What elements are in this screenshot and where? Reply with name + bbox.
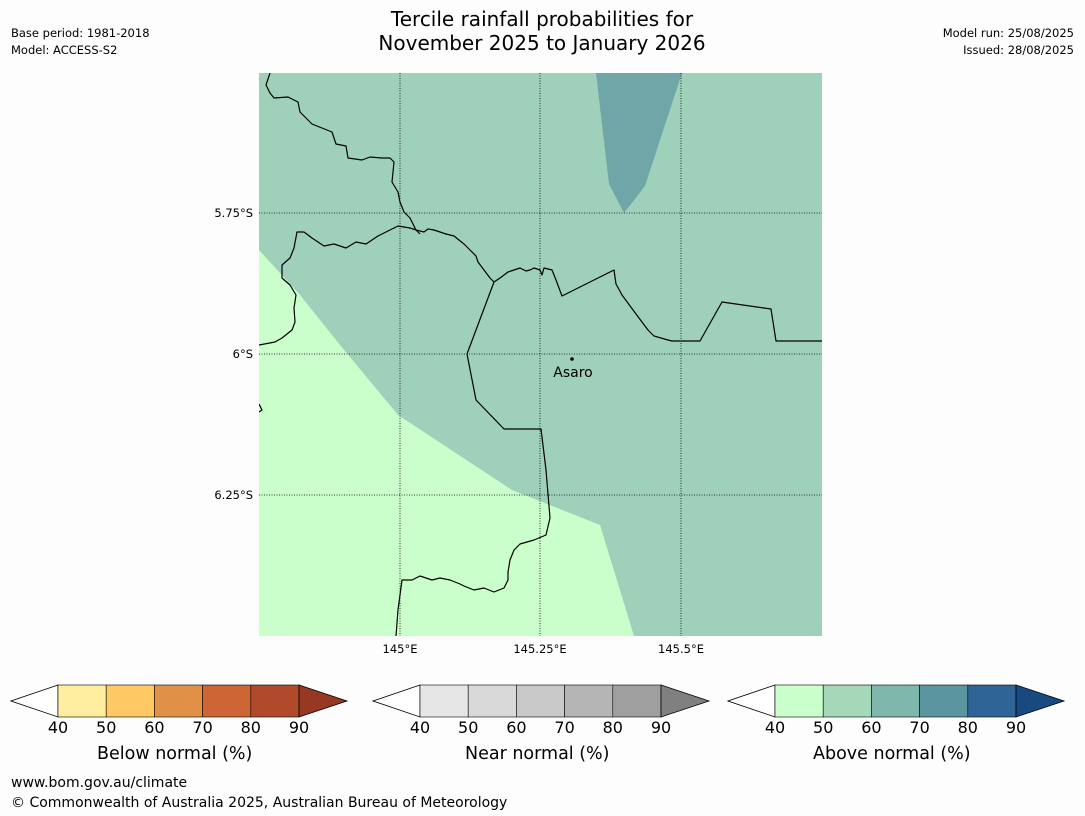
lon-label-3: 145.5°E bbox=[658, 642, 704, 656]
cb-near-tick-90: 90 bbox=[650, 718, 672, 737]
metadata-left: Base period: 1981-2018 Model: ACCESS-S2 bbox=[11, 25, 150, 59]
colorbar-near-segment-80 bbox=[612, 684, 662, 718]
footer-url: www.bom.gov.au/climate bbox=[11, 775, 188, 791]
map: Asaro 5.75°S 6°S 6.25°S 145°E 145.25°E 1… bbox=[214, 73, 822, 656]
colorbar-near-segment-60 bbox=[516, 684, 565, 718]
cb-below-tick-80: 80 bbox=[240, 718, 261, 737]
colorbar-above-segment-40 bbox=[774, 684, 824, 718]
colorbar-below-segment-40 bbox=[57, 684, 107, 718]
colorbar-above-segment-50 bbox=[822, 684, 872, 718]
cb-below-tick-40: 40 bbox=[47, 718, 69, 737]
cb-above-tick-60: 60 bbox=[861, 718, 882, 737]
lat-label-2: 6°S bbox=[233, 347, 253, 361]
cb-near-tick-60: 60 bbox=[506, 718, 527, 737]
colorbar-above-normal-label: Above normal (%) bbox=[813, 744, 971, 764]
colorbar-near-segment-40 bbox=[419, 684, 469, 718]
issued-text: Issued: 28/08/2025 bbox=[963, 43, 1074, 57]
place-marker bbox=[570, 357, 574, 361]
boundaries bbox=[259, 73, 822, 636]
boundary-south bbox=[395, 281, 551, 636]
lat-label-1: 5.75°S bbox=[214, 206, 253, 220]
colorbar-near-segment-70 bbox=[564, 684, 614, 718]
colorbar-near-normal-bar bbox=[372, 684, 711, 718]
colorbar-above-normal: 40 50 60 70 80 90 Above normal (%) bbox=[727, 680, 1067, 770]
colorbar-near-segment-50 bbox=[467, 684, 517, 718]
colorbar-below-segment-60 bbox=[154, 684, 203, 718]
colorbar-below-segment-80 bbox=[250, 684, 300, 718]
map-area: Asaro bbox=[259, 73, 822, 636]
colorbar-below-min-extension bbox=[10, 684, 59, 718]
boundary-edge bbox=[259, 403, 263, 413]
colorbar-near-normal: 40 50 60 70 80 90 Near normal (%) bbox=[372, 680, 712, 770]
title-line-2: November 2025 to January 2026 bbox=[378, 31, 706, 55]
colorbar-below-normal-label: Below normal (%) bbox=[97, 744, 253, 764]
cb-above-tick-90: 90 bbox=[1005, 718, 1027, 737]
cb-near-tick-70: 70 bbox=[554, 718, 575, 737]
cb-above-tick-50: 50 bbox=[813, 718, 834, 737]
cb-below-tick-70: 70 bbox=[192, 718, 213, 737]
cb-near-tick-80: 80 bbox=[602, 718, 623, 737]
lon-label-1: 145°E bbox=[383, 642, 418, 656]
colorbar-near-min-extension bbox=[372, 684, 421, 718]
boundary-west bbox=[265, 73, 421, 235]
colorbar-above-segment-70 bbox=[919, 684, 969, 718]
colorbar-below-max-extension bbox=[298, 684, 349, 718]
colorbar-below-normal-bar bbox=[10, 684, 349, 718]
probability-zone-low bbox=[259, 250, 634, 636]
map-title: Tercile rainfall probabilities for Novem… bbox=[242, 7, 842, 55]
cb-near-tick-50: 50 bbox=[458, 718, 479, 737]
colorbar-below-segment-50 bbox=[105, 684, 155, 718]
cb-above-tick-70: 70 bbox=[909, 718, 930, 737]
colorbar-above-normal-bar bbox=[727, 684, 1066, 718]
metadata-right: Model run: 25/08/2025 Issued: 28/08/2025 bbox=[943, 25, 1074, 59]
model-text: Model: ACCESS-S2 bbox=[11, 43, 118, 57]
lat-label-3: 6.25°S bbox=[214, 488, 253, 502]
colorbar-below-segment-70 bbox=[202, 684, 252, 718]
cb-above-tick-40: 40 bbox=[764, 718, 786, 737]
cb-below-tick-60: 60 bbox=[144, 718, 165, 737]
cb-above-tick-80: 80 bbox=[957, 718, 978, 737]
colorbar-near-max-extension bbox=[660, 684, 711, 718]
colorbar-above-segment-60 bbox=[871, 684, 920, 718]
model-run-text: Model run: 25/08/2025 bbox=[942, 26, 1074, 40]
base-period-text: Base period: 1981-2018 bbox=[11, 26, 150, 40]
colorbar-above-max-extension bbox=[1015, 684, 1066, 718]
probability-zone-high bbox=[596, 73, 682, 213]
footer-copyright: © Commonwealth of Australia 2025, Austra… bbox=[11, 795, 508, 811]
place-label: Asaro bbox=[553, 365, 592, 381]
lon-label-2: 145.25°E bbox=[513, 642, 566, 656]
boundary-central bbox=[259, 225, 822, 346]
colorbar-above-min-extension bbox=[727, 684, 776, 718]
colorbar-above-segment-80 bbox=[967, 684, 1017, 718]
cb-below-tick-50: 50 bbox=[96, 718, 117, 737]
cb-near-tick-40: 40 bbox=[409, 718, 431, 737]
cb-below-tick-90: 90 bbox=[288, 718, 310, 737]
title-line-1: Tercile rainfall probabilities for bbox=[390, 7, 694, 31]
colorbar-below-normal: 40 50 60 70 80 90 Below normal (%) bbox=[10, 680, 350, 770]
colorbar-near-normal-label: Near normal (%) bbox=[465, 744, 610, 764]
